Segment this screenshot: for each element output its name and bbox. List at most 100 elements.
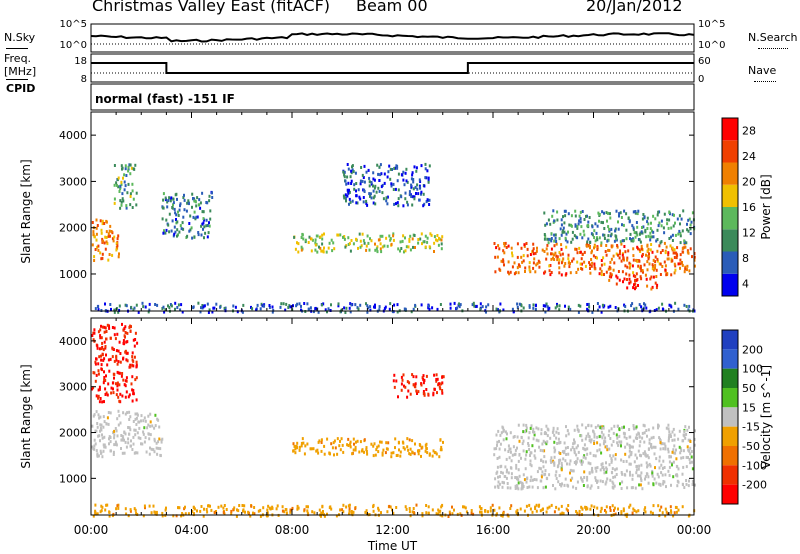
data-cell [503, 251, 506, 255]
data-cell [102, 415, 105, 419]
data-cell [565, 425, 567, 429]
data-cell [509, 431, 512, 435]
data-cell [368, 192, 371, 196]
data-cell [623, 425, 625, 429]
data-cell [375, 190, 378, 194]
data-cell [183, 198, 186, 202]
data-cell [99, 219, 102, 223]
data-cell [634, 279, 636, 283]
data-cell [610, 275, 613, 279]
data-cell [578, 246, 581, 250]
data-cell [133, 507, 136, 511]
data-cell [525, 426, 528, 430]
data-cell [614, 227, 617, 231]
data-cell [378, 308, 381, 312]
data-cell [584, 437, 587, 441]
data-cell [106, 393, 109, 397]
data-cell [596, 246, 599, 250]
power-colorbar-tick: 28 [742, 125, 756, 138]
data-cell [654, 281, 657, 285]
data-cell [603, 262, 606, 266]
data-cell [545, 257, 548, 261]
data-cell [127, 167, 130, 171]
data-cell [524, 430, 527, 434]
data-cell [689, 446, 692, 450]
data-cell [690, 220, 693, 224]
data-cell [608, 447, 611, 451]
data-cell [545, 510, 548, 514]
data-cell [314, 241, 317, 245]
data-cell [683, 430, 686, 434]
data-cell [663, 480, 666, 484]
data-cell [303, 508, 306, 512]
data-cell [654, 266, 656, 270]
data-cell [344, 196, 347, 200]
data-cell [583, 454, 586, 458]
data-cell [533, 431, 536, 434]
data-cell [343, 306, 346, 310]
data-cell [314, 243, 317, 247]
data-cell [621, 223, 623, 227]
data-cell [548, 269, 551, 273]
data-cell [347, 190, 350, 194]
data-cell [111, 326, 114, 329]
data-cell [607, 248, 610, 252]
data-cell [515, 271, 517, 275]
data-cell [414, 382, 417, 386]
data-cell [615, 237, 618, 241]
data-cell [553, 446, 556, 450]
data-cell [439, 387, 442, 391]
data-cell [362, 196, 365, 199]
data-cell [650, 275, 653, 279]
data-cell [266, 508, 269, 512]
data-cell [663, 442, 666, 446]
data-cell [579, 232, 582, 236]
data-cell [117, 234, 120, 238]
data-cell [626, 258, 629, 262]
data-cell [507, 444, 510, 448]
data-cell [184, 512, 187, 516]
data-cell [451, 505, 453, 509]
data-cell [539, 448, 542, 452]
data-cell [107, 258, 110, 262]
data-cell [294, 447, 297, 451]
data-cell [411, 450, 414, 454]
data-cell [449, 306, 452, 310]
data-cell [503, 242, 506, 245]
data-cell [297, 250, 300, 254]
y-axis-label: Slant Range [km] [19, 159, 33, 263]
data-cell [623, 277, 626, 281]
data-cell [496, 440, 499, 444]
data-cell [112, 450, 115, 454]
data-cell [688, 217, 691, 221]
data-cell [129, 428, 132, 432]
data-cell [681, 439, 684, 443]
data-cell [433, 241, 436, 245]
velocity-colorbar-tick: -200 [742, 479, 767, 492]
data-cell [561, 230, 564, 234]
data-cell [596, 435, 599, 439]
data-cell [608, 278, 611, 282]
data-cell [242, 303, 245, 307]
data-cell [200, 233, 203, 237]
data-cell [510, 472, 513, 476]
data-cell [276, 504, 279, 508]
data-cell [662, 226, 665, 230]
data-cell [632, 286, 635, 290]
data-cell [300, 304, 302, 308]
data-cell [134, 508, 137, 512]
data-cell [201, 210, 204, 214]
data-cell [362, 200, 365, 204]
data-cell [380, 511, 382, 515]
data-cell [404, 385, 407, 389]
data-cell [648, 441, 651, 445]
data-cell [563, 230, 566, 234]
data-cell [453, 508, 455, 512]
data-cell [623, 435, 626, 439]
data-cell [580, 459, 583, 463]
data-cell [671, 259, 674, 263]
data-cell [351, 452, 354, 456]
data-cell [500, 259, 503, 263]
data-cell [521, 484, 524, 488]
